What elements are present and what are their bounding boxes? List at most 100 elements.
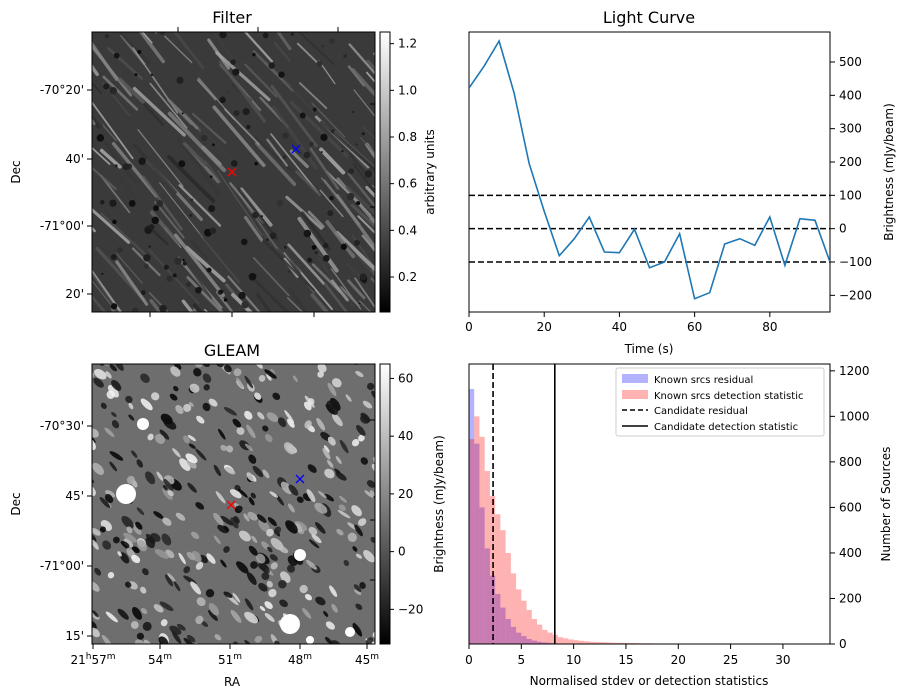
gleam-texture — [163, 478, 174, 491]
gleam-texture — [99, 497, 111, 508]
gleam-xlabel: RA — [224, 675, 241, 689]
filter-texture — [219, 289, 224, 294]
filter-texture — [73, 55, 91, 72]
filter-texture — [182, 141, 208, 167]
filter-texture — [82, 306, 128, 359]
filter-texture — [366, 71, 375, 84]
gleam-texture — [109, 451, 124, 461]
gleam-texture — [125, 395, 133, 403]
hist-bar-detection — [510, 573, 517, 644]
filter-texture — [148, 292, 170, 312]
filter-texture — [195, 286, 202, 294]
gleam-texture — [111, 420, 120, 429]
gleam-texture — [225, 466, 236, 475]
gleam-texture — [248, 497, 255, 506]
gleam-texture — [173, 385, 179, 392]
gleam-texture — [156, 471, 164, 481]
gleam-ytick-label: 15' — [65, 629, 84, 643]
lightcurve-ytick-label: 300 — [839, 122, 862, 136]
filter-texture — [92, 294, 107, 312]
filter-texture — [353, 89, 375, 118]
gleam-texture — [102, 540, 112, 550]
gleam-texture — [233, 516, 240, 524]
filter-texture — [242, 108, 250, 116]
gleam-texture — [264, 369, 277, 379]
gleam-cbar-tick-label: 40 — [398, 429, 413, 443]
filter-texture — [412, 289, 429, 314]
gleam-texture — [130, 621, 139, 629]
filter-texture — [349, 153, 366, 173]
filter-texture — [132, 86, 186, 137]
gleam-texture — [233, 368, 242, 377]
filter-texture — [273, 41, 291, 62]
gleam-texture — [176, 623, 186, 631]
filter-texture — [206, 267, 212, 273]
filter-texture — [327, 210, 334, 217]
filter-texture — [351, 68, 375, 98]
lightcurve-ytick-label: 400 — [839, 88, 862, 102]
gleam-texture — [223, 591, 233, 598]
filter-texture — [140, 290, 146, 295]
gleam-texture — [304, 594, 313, 601]
filter-texture — [122, 163, 130, 171]
filter-texture — [154, 32, 157, 34]
gleam-texture — [223, 407, 237, 416]
filter-texture — [276, 32, 292, 51]
filter-texture — [181, 112, 184, 115]
gleam-texture — [78, 602, 94, 619]
gleam-texture — [175, 512, 186, 521]
filter-texture — [239, 187, 273, 227]
filter-cbar-tick-label: 1.2 — [398, 37, 417, 51]
filter-ytick-label: -71°00' — [40, 219, 84, 233]
legend-label-residual: Known srcs residual — [654, 375, 753, 386]
filter-texture — [309, 147, 340, 190]
histogram-ytick-label: 1200 — [839, 364, 870, 378]
filter-texture — [358, 302, 361, 305]
gleam-texture — [317, 364, 327, 373]
filter-texture — [159, 304, 167, 312]
filter-texture — [299, 112, 306, 119]
gleam-texture — [145, 533, 156, 544]
gleam-texture — [323, 610, 329, 617]
gleam-texture — [162, 484, 168, 491]
gleam-texture — [236, 427, 245, 435]
gleam-bright-source — [345, 627, 355, 637]
filter-ylabel: Dec — [9, 160, 23, 183]
filter-texture — [341, 150, 344, 153]
gleam-texture — [258, 375, 266, 382]
gleam-panel: GLEAM -70°30' 45' -71°00' 15' 21h57m 54m 51m 4… — [9, 341, 446, 689]
gleam-texture — [132, 523, 142, 535]
filter-texture — [319, 147, 346, 175]
histogram-ytick-label: 1000 — [839, 409, 870, 423]
gleam-texture — [131, 450, 138, 458]
gleam-texture — [246, 572, 257, 585]
filter-texture — [215, 51, 271, 102]
filter-texture — [217, 170, 263, 236]
gleam-texture — [278, 579, 287, 589]
filter-texture — [353, 239, 360, 246]
gleam-texture — [142, 621, 152, 631]
gleam-texture — [324, 468, 335, 479]
gleam-texture — [94, 368, 107, 380]
gleam-texture — [92, 611, 100, 620]
gleam-texture — [99, 526, 107, 533]
gleam-texture — [159, 429, 170, 440]
gleam-texture — [306, 559, 317, 570]
gleam-texture — [266, 354, 277, 365]
filter-texture — [60, 172, 82, 199]
gleam-texture — [268, 588, 277, 598]
filter-texture — [172, 273, 177, 278]
filter-texture — [401, 241, 423, 262]
filter-texture — [182, 258, 185, 262]
filter-texture — [148, 245, 151, 248]
gleam-texture — [244, 598, 254, 611]
gleam-ytick-label: -71°00' — [40, 559, 84, 573]
gleam-texture — [92, 528, 101, 536]
histogram-xtick-label: 5 — [517, 653, 525, 667]
gleam-cbar-tick-label: 60 — [398, 371, 413, 385]
filter-texture — [289, 100, 349, 158]
gleam-ylabel: Dec — [9, 492, 23, 515]
filter-texture — [149, 82, 188, 129]
filter-texture — [388, 292, 432, 338]
gleam-texture — [170, 366, 181, 377]
